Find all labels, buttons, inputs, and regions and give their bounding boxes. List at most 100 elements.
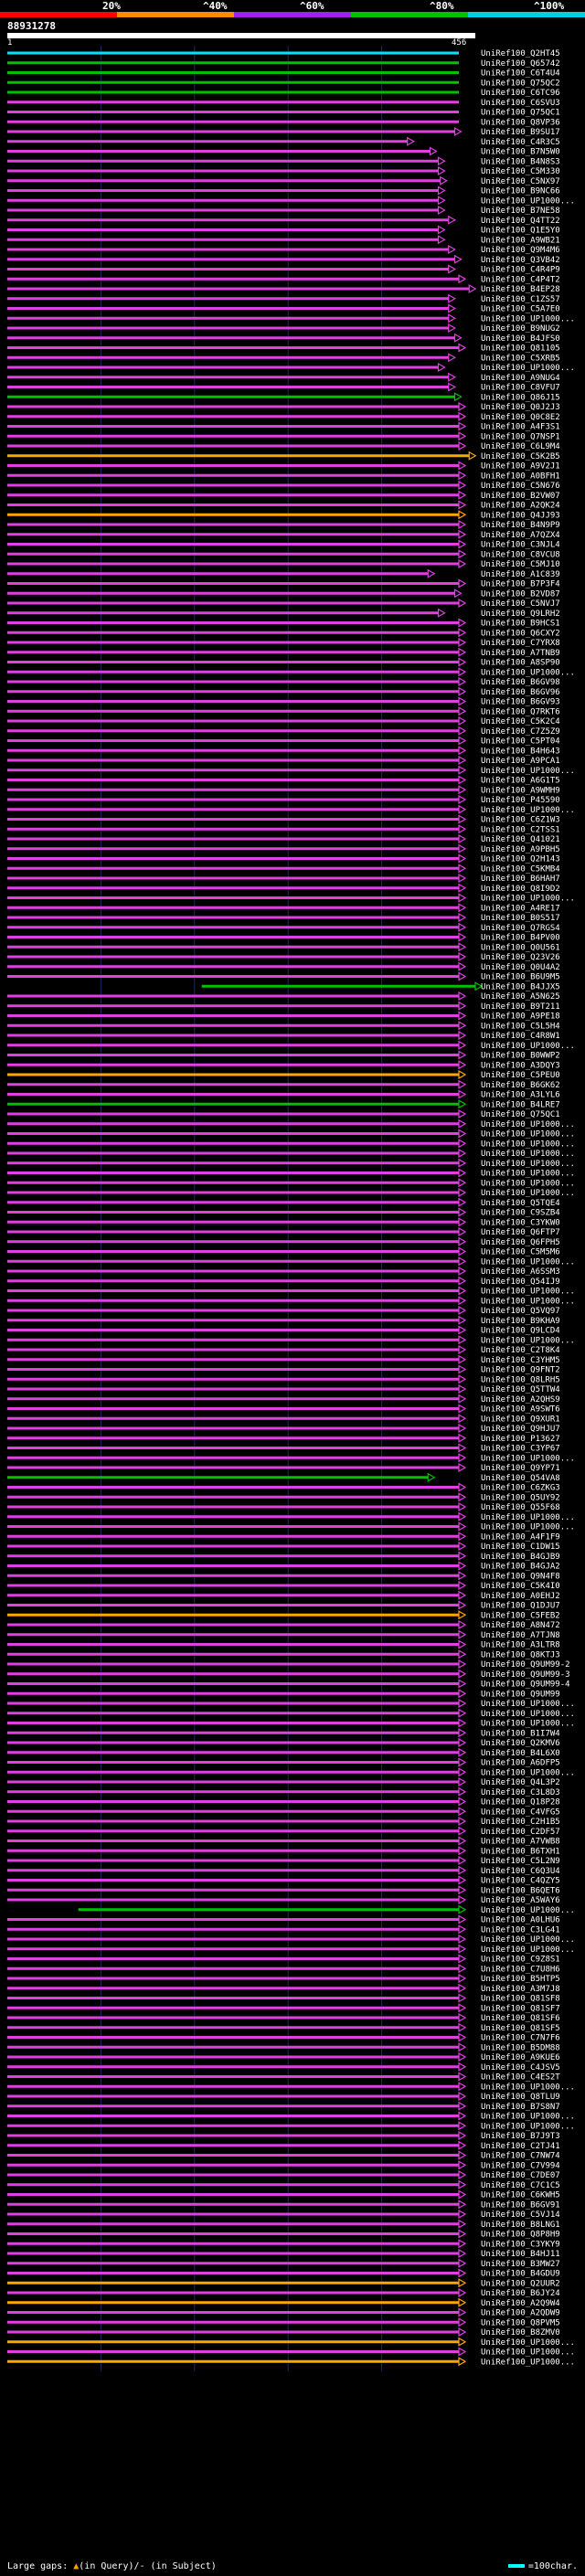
hit-bar[interactable] (7, 2281, 459, 2284)
hit-row[interactable]: UniRef100_A4F3S1 (7, 421, 560, 432)
hit-row[interactable]: UniRef100_C4R3C5 (7, 136, 560, 147)
hit-row[interactable]: UniRef100_C5K2B5 (7, 451, 560, 461)
hit-bar[interactable] (7, 1790, 459, 1794)
hit-bar[interactable] (7, 111, 459, 113)
hit-row[interactable]: UniRef100_A9WMH9 (7, 785, 560, 795)
hit-row[interactable]: UniRef100_A9PCA1 (7, 755, 560, 766)
hit-row[interactable]: UniRef100_P13627 (7, 1433, 560, 1444)
hit-label[interactable]: UniRef100_B6TXH1 (481, 1847, 560, 1856)
hit-label[interactable]: UniRef100_Q41021 (481, 835, 560, 844)
hit-label[interactable]: UniRef100_B6GV93 (481, 698, 560, 707)
hit-label[interactable]: UniRef100_Q8PVM5 (481, 2318, 560, 2327)
hit-bar[interactable] (7, 2301, 459, 2305)
hit-bar[interactable] (7, 1269, 459, 1273)
hit-row[interactable]: UniRef100_Q2UUR2 (7, 2278, 560, 2288)
hit-row[interactable]: UniRef100_A7VWB8 (7, 1836, 560, 1847)
hit-row[interactable]: UniRef100_B4H643 (7, 746, 560, 756)
hit-label[interactable]: UniRef100_Q55F68 (481, 1503, 560, 1512)
hit-bar[interactable] (7, 758, 459, 762)
hit-bar[interactable] (7, 2173, 459, 2177)
hit-row[interactable]: UniRef100_Q0J2J3 (7, 401, 560, 412)
hit-label[interactable]: UniRef100_C7U8H6 (481, 1965, 560, 1974)
hit-row[interactable]: UniRef100_Q81105 (7, 343, 560, 354)
hit-label[interactable]: UniRef100_B8ZMV0 (481, 2328, 560, 2337)
hit-label[interactable]: UniRef100_C2DF57 (481, 1828, 560, 1837)
hit-label[interactable]: UniRef100_A1C839 (481, 570, 560, 579)
hit-label[interactable]: UniRef100_Q81105 (481, 345, 560, 354)
hit-row[interactable]: UniRef100_C5NX97 (7, 175, 560, 186)
hit-row[interactable]: UniRef100_B7J9T3 (7, 2130, 560, 2141)
hit-row[interactable]: UniRef100_Q2KMV6 (7, 1737, 560, 1748)
hit-bar[interactable] (7, 101, 459, 104)
hit-label[interactable]: UniRef100_C5K4I0 (481, 1582, 560, 1591)
hit-row[interactable]: UniRef100_Q8P8H9 (7, 2229, 560, 2240)
hit-label[interactable]: UniRef100_A0EHJ2 (481, 1592, 560, 1601)
hit-row[interactable]: UniRef100_Q75QC1 (7, 1108, 560, 1119)
hit-bar[interactable] (7, 1377, 459, 1381)
hit-row[interactable]: UniRef100_C6SVU3 (7, 99, 560, 108)
hit-row[interactable]: UniRef100_Q9UM99 (7, 1689, 560, 1699)
hit-row[interactable]: UniRef100_B4HJ11 (7, 2248, 560, 2259)
hit-label[interactable]: UniRef100_Q6FTP7 (481, 1228, 560, 1237)
hit-row[interactable]: UniRef100_UP1000... (7, 1521, 575, 1532)
hit-label[interactable]: UniRef100_UP1000... (481, 1150, 575, 1159)
hit-label[interactable]: UniRef100_C2T8K4 (481, 1346, 560, 1355)
hit-bar[interactable] (7, 1447, 459, 1449)
hit-bar[interactable] (7, 582, 459, 585)
hit-label[interactable]: UniRef100_Q7RKT6 (481, 707, 560, 716)
hit-label[interactable]: UniRef100_Q81SF6 (481, 2014, 560, 2023)
hit-bar[interactable] (7, 2311, 459, 2314)
hit-bar[interactable] (7, 464, 459, 467)
hit-bar[interactable] (7, 1534, 459, 1538)
hit-label[interactable]: UniRef100_C9SZB4 (481, 1209, 560, 1218)
hit-row[interactable]: UniRef100_UP1000... (7, 1511, 575, 1522)
hit-row[interactable]: UniRef100_Q2HT45 (7, 49, 560, 58)
hit-row[interactable]: UniRef100_A3DQY3 (7, 1060, 560, 1070)
hit-label[interactable]: UniRef100_C4P4T2 (481, 275, 560, 284)
hit-label[interactable]: UniRef100_C6KWH5 (481, 2191, 560, 2200)
hit-bar[interactable] (7, 268, 449, 270)
hit-label[interactable]: UniRef100_Q65742 (481, 59, 560, 69)
hit-row[interactable]: UniRef100_Q75QC2 (7, 79, 560, 88)
hit-label[interactable]: UniRef100_Q8VP36 (481, 118, 560, 127)
hit-row[interactable]: UniRef100_Q75QC1 (7, 109, 560, 118)
hit-label[interactable]: UniRef100_C3NJL4 (481, 541, 560, 550)
hit-bar[interactable] (7, 434, 459, 438)
hit-bar[interactable] (7, 1898, 459, 1902)
hit-row[interactable]: UniRef100_UP1000... (7, 1708, 575, 1719)
hit-row[interactable]: UniRef100_C3LG41 (7, 1924, 560, 1935)
hit-row[interactable]: UniRef100_Q81SF5 (7, 2022, 560, 2033)
hit-row[interactable]: UniRef100_Q5TQE4 (7, 1197, 560, 1208)
hit-bar[interactable] (7, 483, 459, 487)
hit-row[interactable]: UniRef100_B6U9M5 (7, 971, 560, 982)
hit-row[interactable]: UniRef100_C5A7E0 (7, 303, 560, 314)
hit-row[interactable]: UniRef100_Q18P28 (7, 1797, 560, 1807)
hit-label[interactable]: UniRef100_A2Q9W4 (481, 2299, 560, 2308)
hit-label[interactable]: UniRef100_UP1000... (481, 1297, 575, 1306)
hit-label[interactable]: UniRef100_Q54IJ9 (481, 1277, 560, 1287)
hit-bar[interactable] (7, 1122, 459, 1126)
hit-label[interactable]: UniRef100_B1I7W4 (481, 1729, 560, 1738)
hit-bar[interactable] (7, 2252, 459, 2255)
hit-row[interactable]: UniRef100_B4GJA2 (7, 1561, 560, 1572)
hit-bar[interactable] (7, 769, 459, 772)
hit-label[interactable]: UniRef100_UP1000... (481, 1336, 575, 1345)
hit-row[interactable]: UniRef100_A9PBH5 (7, 843, 560, 854)
hit-row[interactable]: UniRef100_B9SU17 (7, 126, 560, 137)
hit-row[interactable]: UniRef100_C3YHM5 (7, 1354, 560, 1365)
hit-label[interactable]: UniRef100_B7NE58 (481, 207, 560, 216)
hit-bar[interactable] (7, 1240, 459, 1244)
hit-row[interactable]: UniRef100_C5L2N9 (7, 1855, 560, 1866)
hit-bar[interactable] (7, 1416, 459, 1420)
hit-row[interactable]: UniRef100_C7YRX8 (7, 637, 560, 648)
hit-label[interactable]: UniRef100_UP1000... (481, 1120, 575, 1129)
hit-bar[interactable] (7, 1761, 459, 1764)
hit-bar[interactable] (7, 1947, 459, 1951)
hit-row[interactable]: UniRef100_Q6CXY2 (7, 628, 560, 638)
hit-bar[interactable] (7, 611, 439, 615)
hit-row[interactable]: UniRef100_Q5VQ97 (7, 1305, 560, 1316)
hit-label[interactable]: UniRef100_C5PEU0 (481, 1071, 560, 1080)
hit-row[interactable]: UniRef100_Q0C8E2 (7, 411, 560, 422)
hit-row[interactable]: UniRef100_Q4L3P2 (7, 1776, 560, 1787)
hit-row[interactable]: UniRef100_B4L6X0 (7, 1747, 560, 1758)
